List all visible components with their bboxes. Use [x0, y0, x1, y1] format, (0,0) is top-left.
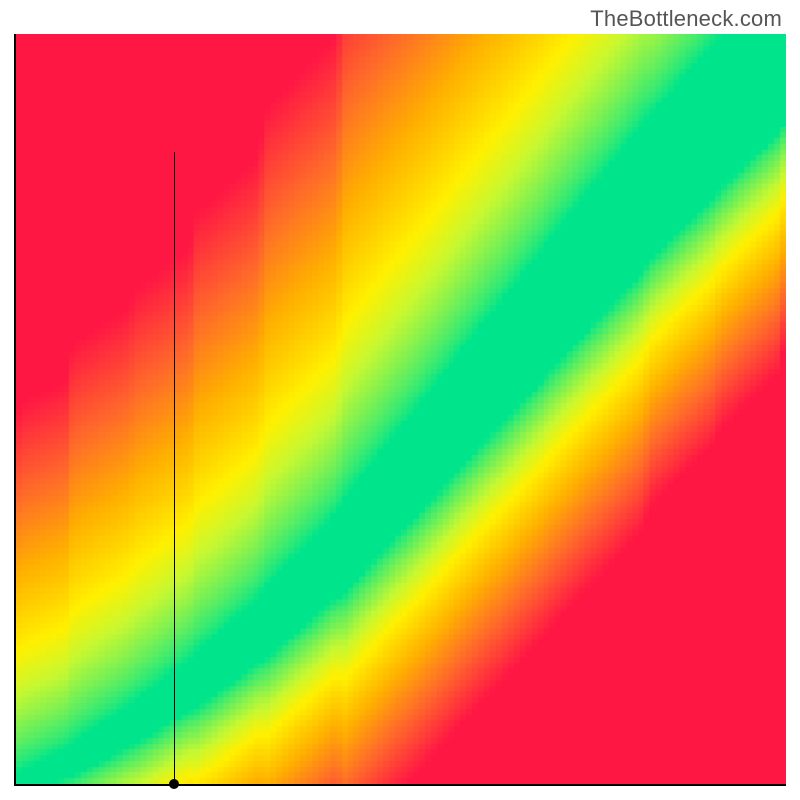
bottleneck-heatmap: [16, 34, 786, 784]
marker-dot: [169, 779, 179, 789]
plot-frame: [14, 34, 786, 786]
marker-vertical-line: [174, 152, 175, 784]
watermark-text: TheBottleneck.com: [590, 6, 782, 32]
plot-area: [16, 34, 786, 784]
